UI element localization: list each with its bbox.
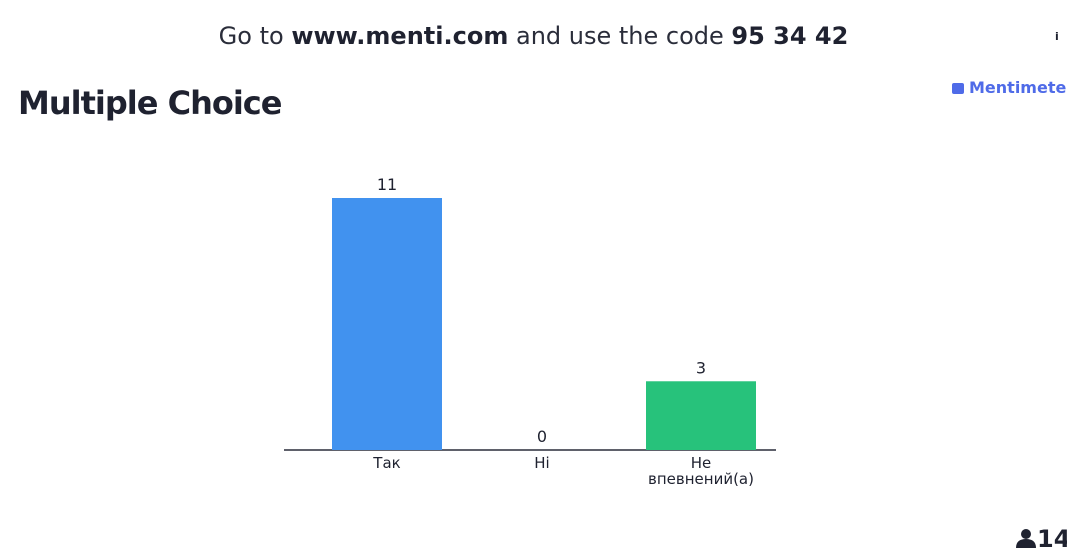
brand: Mentimeter xyxy=(952,78,1067,97)
category-label: Так xyxy=(373,454,401,472)
slide-title: Multiple Choice xyxy=(18,84,282,122)
info-button[interactable]: i xyxy=(1055,30,1059,43)
url[interactable]: www.menti.com xyxy=(291,22,509,50)
bar xyxy=(646,381,756,450)
participant-count: 14 xyxy=(1037,525,1067,553)
category-label: Не впевнений(а) xyxy=(648,454,754,488)
value-label: 3 xyxy=(696,358,706,377)
text: and use the code xyxy=(515,22,724,50)
person-icon xyxy=(1016,529,1036,548)
value-label: 11 xyxy=(377,175,397,194)
code: 95 34 42 xyxy=(731,22,849,50)
brand-icon xyxy=(952,83,964,94)
instructions: Go to www.menti.com and use the code 95 … xyxy=(0,22,1067,50)
text: Go to xyxy=(218,22,284,50)
participants: 14 xyxy=(1015,525,1067,553)
bar xyxy=(332,198,442,450)
value-label: 0 xyxy=(537,427,547,446)
brand-name: Mentimeter xyxy=(969,78,1067,97)
category-label: Hi xyxy=(534,454,550,472)
